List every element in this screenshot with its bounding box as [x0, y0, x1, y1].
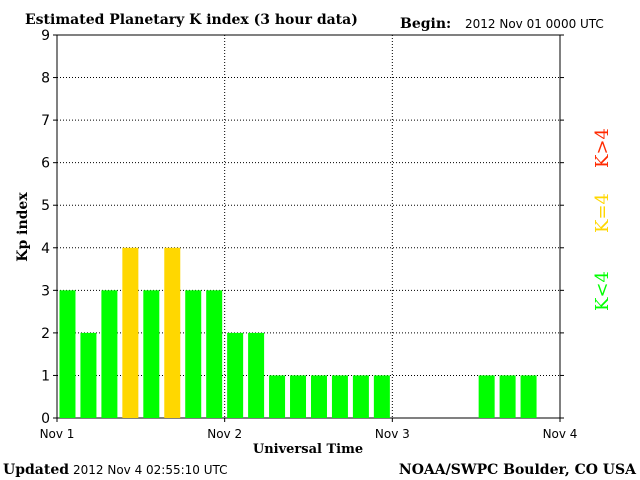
bars-group [59, 247, 537, 418]
begin-label: Begin: [400, 16, 451, 32]
y-tick-labels: 0 1 2 3 4 5 6 7 8 9 [41, 28, 50, 427]
grid-lines [53, 34, 564, 422]
bar [331, 375, 348, 418]
y-tick-label: 5 [41, 198, 50, 214]
bar [206, 290, 223, 418]
bar [520, 375, 537, 418]
y-tick-label: 4 [41, 241, 50, 257]
y-tick-label: 8 [41, 71, 50, 87]
y-tick-label: 6 [41, 156, 50, 172]
updated-value: 2012 Nov 4 02:55:10 UTC [73, 463, 228, 477]
bar [59, 290, 76, 418]
legend-low: K<4 [592, 271, 613, 311]
x-tick-label: Nov 4 [543, 427, 578, 441]
y-tick-label: 2 [41, 326, 50, 342]
y-tick-label: 0 [41, 411, 50, 427]
bar [80, 332, 97, 418]
bar [269, 375, 286, 418]
bar [185, 290, 202, 418]
begin-value: 2012 Nov 01 0000 UTC [465, 17, 604, 31]
x-tick-label: Nov 3 [375, 427, 410, 441]
bar [352, 375, 369, 418]
x-axis-label: Universal Time [253, 442, 363, 457]
bar [310, 375, 327, 418]
bar [373, 375, 390, 418]
bar [143, 290, 160, 418]
bar [290, 375, 307, 418]
chart-title: Estimated Planetary K index (3 hour data… [25, 12, 358, 28]
updated-label: Updated [3, 462, 69, 478]
y-tick-label: 1 [41, 368, 50, 384]
credit-text: NOAA/SWPC Boulder, CO USA [399, 462, 637, 478]
legend-high: K>4 [592, 128, 613, 168]
y-tick-label: 9 [41, 28, 50, 44]
bar [227, 332, 244, 418]
bar [248, 332, 265, 418]
bar [101, 290, 118, 418]
bar [122, 247, 139, 418]
bar [478, 375, 495, 418]
x-tick-labels: Nov 1 Nov 2 Nov 3 Nov 4 [40, 427, 578, 441]
y-axis-label: Kp index [15, 192, 31, 262]
x-tick-label: Nov 2 [207, 427, 242, 441]
plot-frame [56, 34, 561, 419]
y-tick-label: 7 [41, 113, 50, 129]
bar [164, 247, 181, 418]
x-tick-label: Nov 1 [40, 427, 75, 441]
legend-mid: K=4 [592, 193, 613, 233]
y-tick-label: 3 [41, 283, 50, 299]
bar [499, 375, 516, 418]
